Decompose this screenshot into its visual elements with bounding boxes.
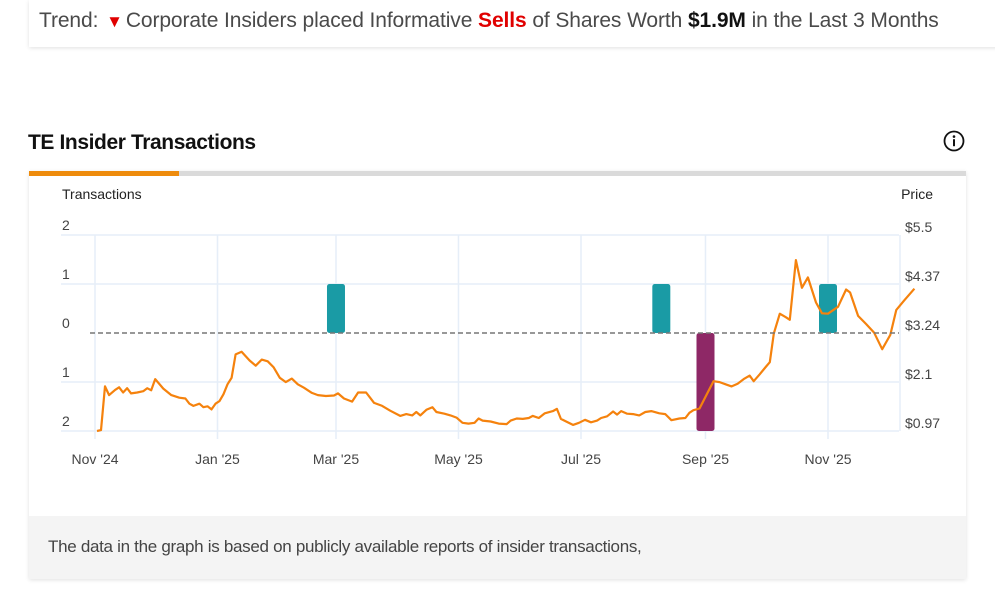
x-tick-label: Sep '25 [682,451,729,467]
info-icon[interactable] [943,130,965,152]
x-tick-label: May '25 [434,451,483,467]
right-tick-label: $3.24 [905,317,940,333]
right-tick-label: $0.97 [905,415,940,431]
trend-amount: $1.9M [687,9,746,32]
left-tick-label: 1 [62,364,70,380]
left-axis-title: Transactions [62,186,142,202]
right-tick-label: $4.37 [905,268,940,284]
insider-transactions-chart: Transactions Price 2 1 0 1 2 $5.5 $4.37 $3.24 $2… [61,186,940,467]
buy-bar [819,284,837,333]
chart-card: Transactions Price 2 1 0 1 2 $5.5 $4.37 $3.24 $2… [29,171,966,579]
trend-banner: Trend: ▼ Corporate Insiders placed Inform… [29,0,995,47]
price-line [96,258,916,433]
left-tick-label: 1 [62,266,70,282]
x-tick-label: Nov '25 [804,451,851,467]
x-tick-label: Nov '24 [71,451,118,467]
sell-bar [696,333,715,431]
left-tick-label: 2 [62,413,70,429]
trend-summary: Trend: ▼ Corporate Insiders placed Inform… [39,9,939,33]
trend-text-after: in the Last 3 Months [751,9,939,32]
tab-active-indicator[interactable] [29,171,179,176]
right-tick-label: $5.5 [905,219,932,235]
x-tick-label: Mar '25 [313,451,359,467]
left-tick-label: 2 [62,217,70,233]
trend-sells-highlight: Sells [478,9,527,32]
tab-bar [29,171,966,176]
x-tick-label: Jul '25 [561,451,601,467]
down-triangle-icon: ▼ [106,12,123,31]
section-title: TE Insider Transactions [28,131,256,154]
footer-text: The data in the graph is based on public… [48,537,642,556]
buy-bar [326,284,345,333]
trend-text-middle: of Shares Worth [532,9,683,32]
right-axis-title: Price [901,186,933,202]
x-tick-label: Jan '25 [195,451,240,467]
chart-footer: The data in the graph is based on public… [29,516,966,579]
buy-bar [652,284,671,333]
left-tick-label: 0 [62,315,70,331]
right-tick-label: $2.1 [905,366,932,382]
trend-label: Trend: [39,9,99,32]
trend-text-before: Corporate Insiders placed Informative [125,9,473,32]
